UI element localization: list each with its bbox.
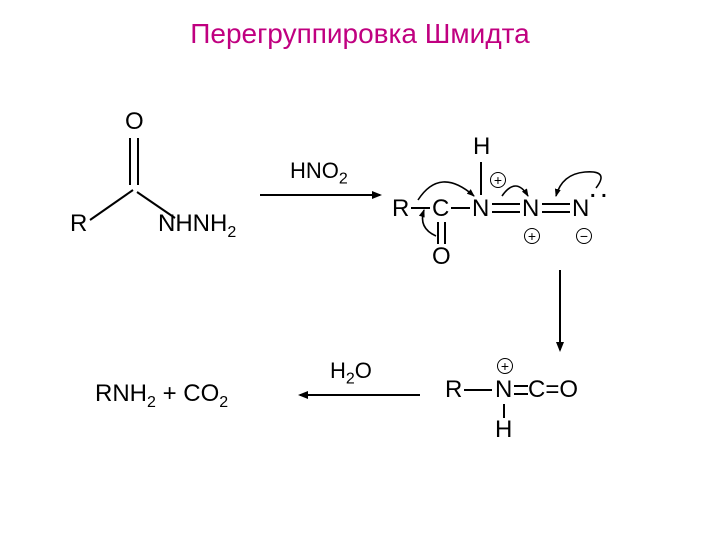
products: RNH2 + CO2 [95,380,228,412]
page-title: Перегруппировка Шмидта [0,18,720,50]
reagent-hno2: HNO2 [290,158,348,188]
s2-minus-N3: − [576,228,592,244]
bonds-and-arrows [0,0,720,540]
s2-R: R [392,195,409,223]
reagent-h2o: H2O [330,358,372,388]
s3-plus: + [497,358,513,374]
s3-CO: C=O [528,376,578,404]
s2-plus-N2: + [524,228,540,244]
s3-R: R [445,376,462,404]
s3-H: H [495,416,512,444]
s2-N2: N [522,195,539,223]
s1-R: R [70,210,87,238]
s1-NHNH2: NHNH2 [158,210,236,242]
s2-lonepair: . . [590,180,607,203]
s2-N1: N [472,195,489,223]
s3-N: N [495,376,512,404]
s2-C: C [432,195,449,223]
title-text: Перегруппировка Шмидта [190,18,530,49]
s2-H: H [473,133,490,161]
s2-N3: N [572,195,589,223]
s2-plus-N1: + [490,172,506,188]
s1-O: O [125,108,144,136]
s2-O: O [432,243,451,271]
